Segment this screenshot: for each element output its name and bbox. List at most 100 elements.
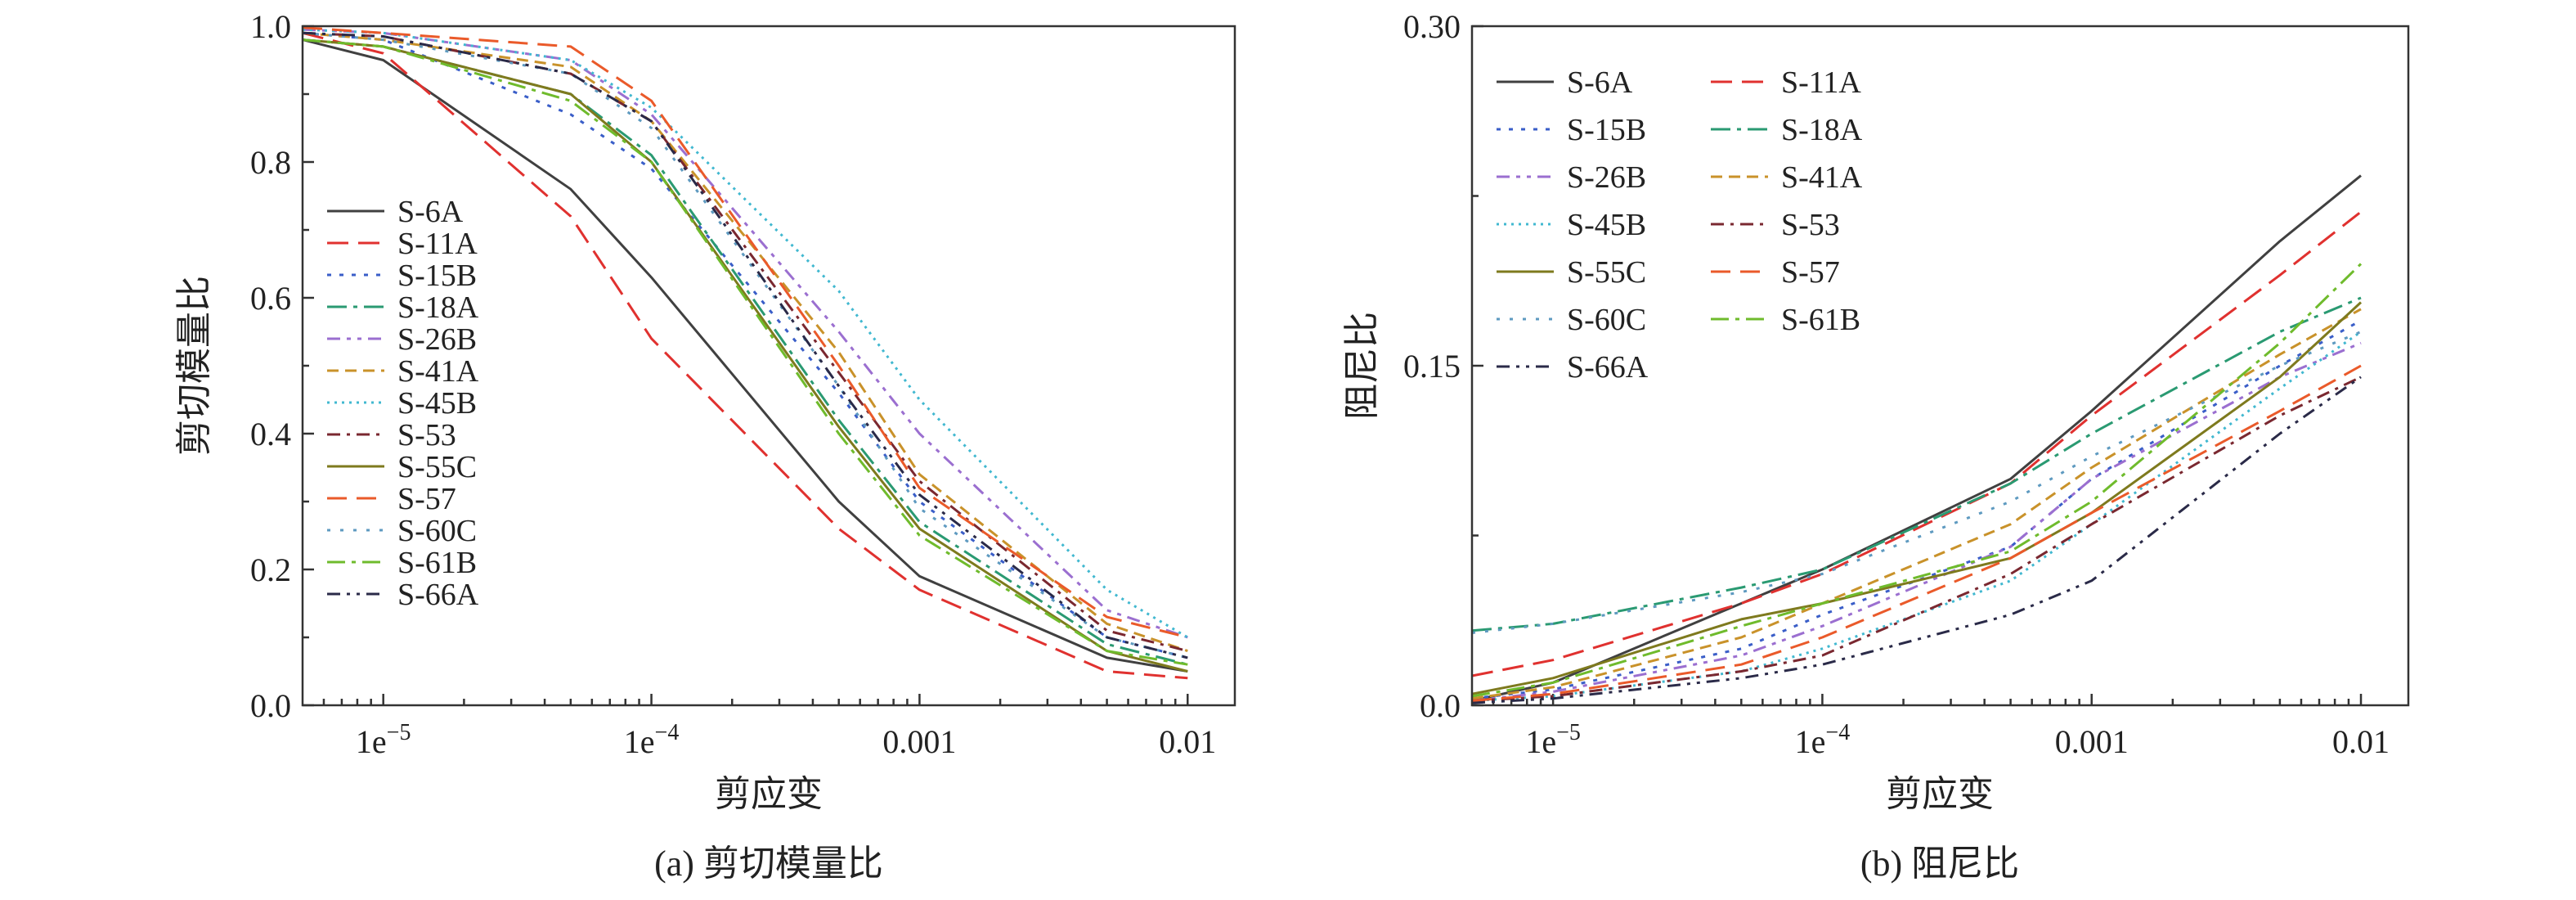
legend-item-s-61b: S-61B [327, 546, 477, 580]
y-tick-label: 1.0 [250, 8, 291, 45]
legend-item-s-11a: S-11A [1711, 65, 1861, 100]
panel-b-ticks: 1e−5 1e−4 0.001 0.01 0.0 0.15 0.30 [1403, 8, 2390, 760]
series-line-s-61b [1471, 263, 2363, 698]
legend-item-s-41a: S-41A [327, 354, 479, 389]
series-line-s-26b [1471, 341, 2362, 702]
y-tick-label: 0.6 [250, 280, 291, 317]
panel-b-caption: (b) 阻尼比 [1860, 844, 2019, 884]
legend-item-s-15b: S-15B [327, 259, 477, 293]
legend-item-s-26b: S-26B [1497, 160, 1646, 195]
x-tick-label: 0.01 [1159, 723, 1216, 760]
legend-label: S-41A [397, 354, 479, 389]
legend-label: S-15B [397, 259, 477, 293]
panel-a-series-lines [302, 26, 1189, 680]
x-tick-label: 1e−5 [1525, 720, 1581, 760]
legend-item-s-11a: S-11A [327, 227, 478, 261]
panel-a-legend: S-6AS-11AS-15BS-18AS-26BS-41AS-45BS-53S-… [327, 195, 479, 612]
legend-item-s-41a: S-41A [1711, 160, 1863, 195]
legend-item-s-66a: S-66A [327, 578, 479, 612]
series-line-s-60c [302, 31, 1188, 659]
legend-item-s-57: S-57 [1711, 255, 1840, 290]
legend-label: S-66A [397, 578, 479, 612]
series-line-s-66a [1471, 376, 2362, 704]
legend-item-s-26b: S-26B [327, 322, 477, 357]
legend-item-s-57: S-57 [327, 482, 456, 516]
legend-item-s-61b: S-61B [1711, 303, 1860, 337]
panel-a-y-axis-label: 剪切模量比 [173, 276, 215, 456]
legend-item-s-60c: S-60C [327, 514, 477, 548]
legend-label: S-55C [397, 450, 477, 484]
y-tick-label: 0.2 [250, 551, 291, 588]
series-line-s-55c [1471, 301, 2363, 695]
panel-a-x-axis-label: 剪应变 [715, 773, 823, 815]
y-tick-label: 0.4 [250, 416, 291, 452]
series-line-s-57 [1471, 364, 2362, 702]
legend-label: S-60C [1567, 303, 1646, 337]
series-line-s-53 [1471, 376, 2362, 702]
panel-b-y-axis-label: 阻尼比 [1341, 312, 1383, 420]
legend-item-s-45b: S-45B [327, 386, 477, 421]
legend-item-s-15b: S-15B [1497, 113, 1646, 147]
legend-label: S-41A [1781, 160, 1863, 195]
legend-label: S-26B [1567, 160, 1646, 195]
legend-item-s-45b: S-45B [1497, 208, 1646, 242]
series-line-s-53 [302, 31, 1188, 653]
y-tick-label: 0.0 [1420, 687, 1461, 724]
x-tick-label: 1e−4 [624, 720, 680, 760]
y-tick-label: 0.8 [250, 144, 291, 181]
panel-b-series-lines [1471, 174, 2363, 704]
legend-label: S-15B [1567, 113, 1646, 147]
series-line-s-41a [1471, 308, 2362, 700]
panel-b: 1e−5 1e−4 0.001 0.01 0.0 0.15 0.30 S-6A S-11A S-… [1341, 8, 2410, 884]
legend-label: S-11A [397, 227, 478, 261]
series-line-s-18a [1471, 296, 2362, 632]
panel-a-ticks: 1e−5 1e−4 0.001 0.01 0.0 0.2 0.4 0.6 0.8 1.0 [250, 8, 1216, 760]
series-line-s-66a [302, 31, 1188, 659]
legend-label: S-55C [1567, 255, 1646, 290]
legend-label: S-26B [397, 322, 477, 357]
legend-item-s-18a: S-18A [1711, 113, 1863, 147]
legend-label: S-53 [1781, 208, 1840, 242]
series-line-s-61b [302, 38, 1188, 666]
legend-label: S-6A [1567, 65, 1633, 100]
legend-label: S-60C [397, 514, 477, 548]
x-tick-label: 0.01 [2332, 723, 2390, 760]
legend-item-s-53: S-53 [1711, 208, 1840, 242]
legend-item-s-66a: S-66A [1497, 350, 1649, 385]
x-tick-label: 0.001 [882, 723, 956, 760]
legend-label: S-57 [1781, 255, 1840, 290]
series-line-s-41a [302, 31, 1188, 653]
series-line-s-15b [1471, 319, 2362, 700]
legend-label: S-53 [397, 418, 456, 452]
legend-label: S-57 [397, 482, 456, 516]
series-line-s-45b [302, 28, 1189, 639]
series-line-s-11a [302, 31, 1188, 680]
legend-item-s-6a: S-6A [327, 195, 464, 229]
legend-item-s-18a: S-18A [327, 290, 479, 325]
panel-a-caption: (a) 剪切模量比 [654, 844, 883, 884]
legend-label: S-61B [1781, 303, 1860, 337]
legend-label: S-45B [397, 386, 477, 421]
legend-item-s-60c: S-60C [1497, 303, 1646, 337]
legend-label: S-61B [397, 546, 477, 580]
x-tick-label: 1e−5 [356, 720, 411, 760]
panel-a: 1e−5 1e−4 0.001 0.01 0.0 0.2 0.4 0.6 0.8 1.0 S-6A… [173, 8, 1236, 884]
legend-label: S-11A [1781, 65, 1861, 100]
y-tick-label: 0.15 [1403, 348, 1461, 385]
legend-label: S-66A [1567, 350, 1649, 385]
y-tick-label: 0.30 [1403, 8, 1461, 45]
series-line-s-45b [1471, 331, 2362, 702]
panel-b-plot-frame [1470, 25, 2410, 707]
panel-b-x-axis-label: 剪应变 [1886, 773, 1994, 815]
legend-label: S-45B [1567, 208, 1646, 242]
legend-label: S-18A [397, 290, 479, 325]
legend-label: S-18A [1781, 113, 1863, 147]
series-line-s-11a [1471, 210, 2362, 677]
legend-item-s-55c: S-55C [1497, 255, 1646, 290]
x-tick-label: 1e−4 [1795, 720, 1851, 760]
x-tick-label: 0.001 [2055, 723, 2129, 760]
legend-label: S-6A [397, 195, 464, 229]
legend-item-s-53: S-53 [327, 418, 456, 452]
y-tick-label: 0.0 [250, 687, 291, 724]
